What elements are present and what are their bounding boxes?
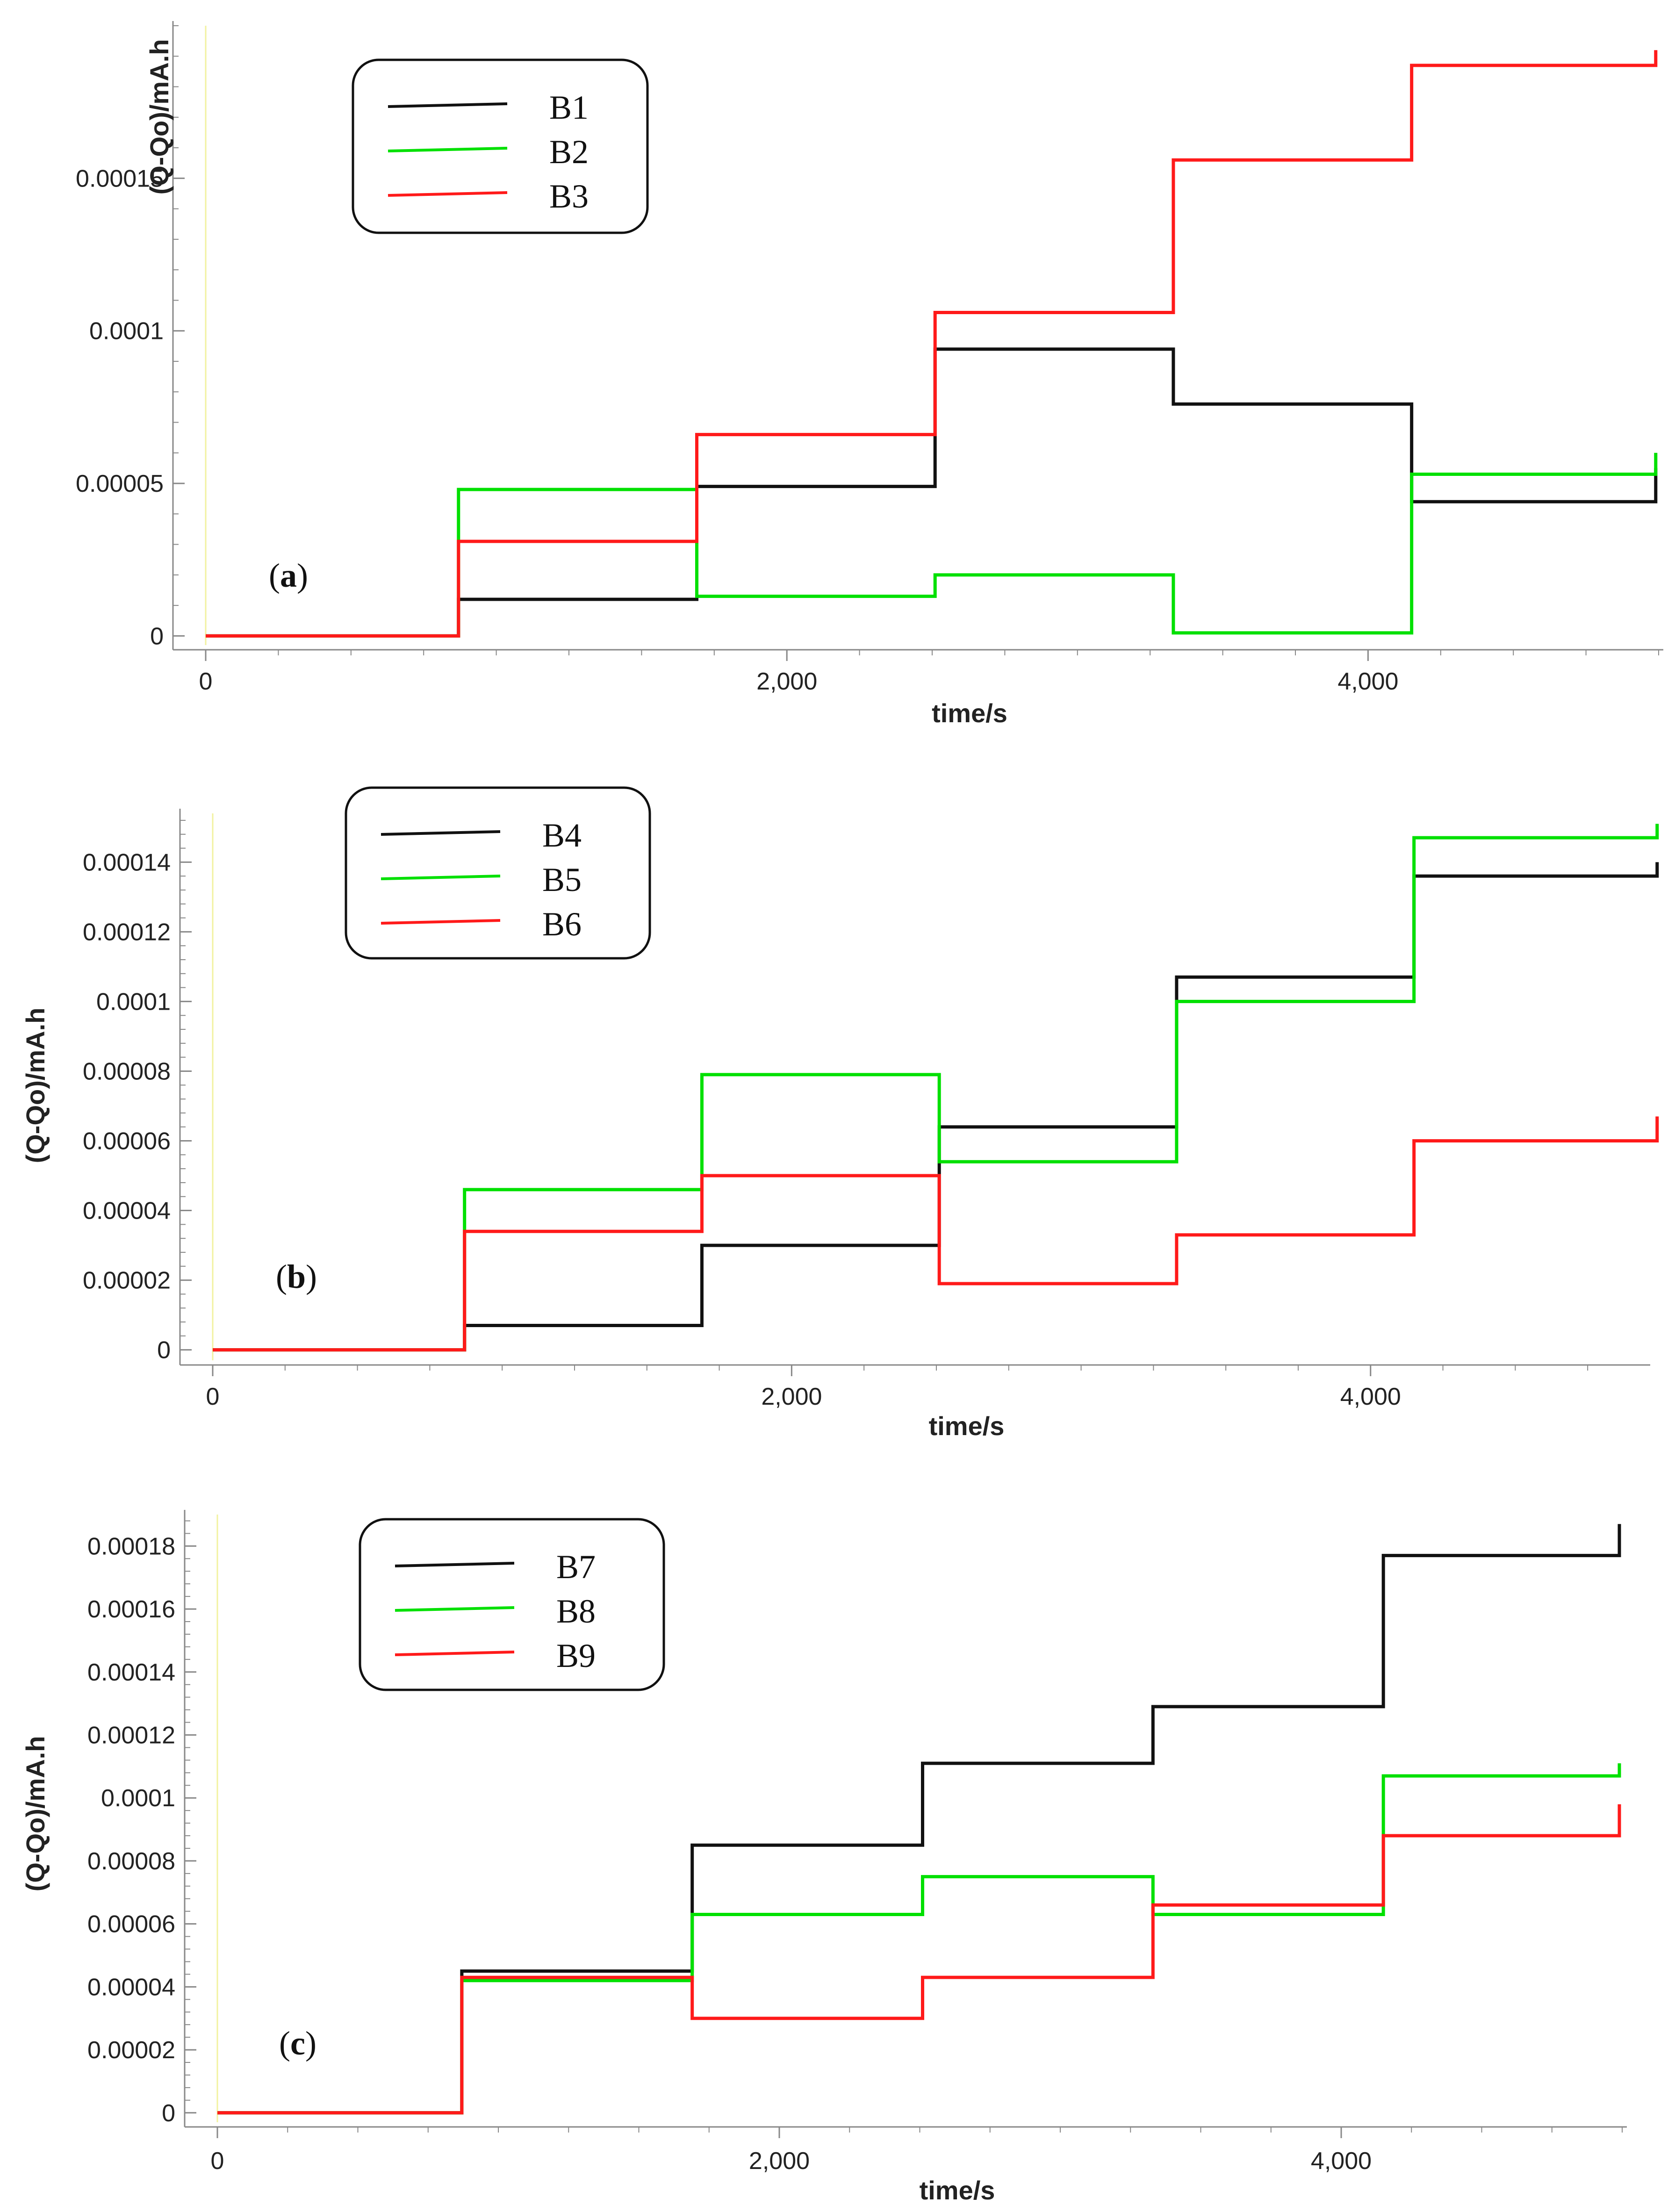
y-tick-label: 0.00014 — [87, 1659, 175, 1686]
y-tick-label: 0.0001 — [96, 988, 171, 1015]
legend-label-B4: B4 — [542, 817, 582, 854]
x-tick-label: 2,000 — [761, 1383, 822, 1410]
y-tick-label: 0.00008 — [87, 1848, 175, 1875]
chart-panel-b: 0 0.00002 0.00004 0.00006 0.00008 0.0001 0.000… — [21, 786, 1659, 1441]
x-axis-title: time/s — [932, 698, 1007, 728]
legend: B4 B5 B6 — [345, 786, 651, 960]
legend-swatch-B1 — [388, 102, 508, 108]
y-tick-label: 0 — [157, 1337, 171, 1364]
x-axis-title: time/s — [929, 1411, 1005, 1441]
legend: B7 B8 B9 — [359, 1518, 665, 1691]
panel-label: (c) — [279, 2025, 316, 2062]
y-tick-label: 0.00012 — [87, 1722, 175, 1749]
x-tick-label: 4,000 — [1311, 2147, 1372, 2175]
y-tick-label: 0.00004 — [87, 1974, 175, 2001]
y-tick-label: 0 — [150, 623, 164, 650]
chart-panel-c: 0 0.00002 0.00004 0.00006 0.00008 0.0001 0.000… — [21, 1510, 1627, 2205]
legend-swatch-B7 — [395, 1562, 515, 1567]
y-axis-title: (Q-Qo)/mA.h — [21, 1736, 50, 1892]
series-line-B7 — [217, 1524, 1621, 2115]
y-tick-label: 0.0001 — [89, 318, 164, 345]
legend-box — [345, 786, 651, 960]
legend-swatch-B4 — [381, 830, 501, 836]
legend-label-B1: B1 — [549, 89, 589, 126]
panel-label: (a) — [269, 557, 308, 594]
y-axis-title: (Q-Qo)/mA.h — [144, 39, 174, 195]
y-tick-label: 0.00006 — [87, 1911, 175, 1938]
y-tick-label: 0.00002 — [87, 2037, 175, 2064]
y-tick-label: 0.00005 — [76, 470, 164, 497]
y-tick-label: 0.00006 — [83, 1128, 171, 1155]
x-tick-label: 4,000 — [1340, 1383, 1401, 1410]
y-tick-label: 0 — [162, 2100, 175, 2127]
legend-box — [352, 58, 649, 234]
legend-label-B9: B9 — [556, 1637, 596, 1674]
x-axis-title: time/s — [920, 2176, 995, 2205]
legend-label-B8: B8 — [556, 1593, 596, 1630]
series-line-B5 — [213, 824, 1659, 1352]
legend-swatch-B5 — [381, 875, 501, 880]
x-tick-label: 0 — [211, 2147, 224, 2175]
x-tick-label: 2,000 — [756, 668, 817, 695]
x-tick-label: 0 — [199, 668, 213, 695]
x-tick-label: 0 — [206, 1383, 220, 1410]
y-axis-title: (Q-Qo)/mA.h — [21, 1008, 50, 1163]
legend-label-B6: B6 — [542, 905, 582, 943]
series-line-B6 — [213, 1116, 1659, 1352]
chart-panel-a: 0 0.00005 0.0001 0.00015 0 2,000 4,000 time/s (Q… — [76, 21, 1663, 728]
y-tick-label: 0.00004 — [83, 1198, 171, 1225]
series-line-B8 — [217, 1763, 1621, 2115]
y-tick-label: 0.00016 — [87, 1596, 175, 1623]
legend: B1 B2 B3 — [352, 58, 649, 234]
legend-label-B7: B7 — [556, 1548, 596, 1586]
y-tick-label: 0.00008 — [83, 1058, 171, 1085]
y-tick-label: 0.00015 — [76, 165, 164, 192]
x-tick-label: 4,000 — [1337, 668, 1398, 695]
legend-swatch-B6 — [381, 919, 501, 925]
legend-swatch-B9 — [395, 1651, 515, 1656]
y-tick-label: 0.00018 — [87, 1533, 175, 1560]
legend-label-B3: B3 — [549, 178, 589, 215]
series-line-B2 — [206, 452, 1658, 638]
y-tick-label: 0.00012 — [83, 919, 171, 946]
legend-label-B2: B2 — [549, 133, 589, 171]
series-line-B3 — [206, 50, 1658, 638]
y-tick-label: 0.00002 — [83, 1267, 171, 1294]
legend-label-B5: B5 — [542, 861, 582, 898]
panel-label: (b) — [276, 1258, 317, 1295]
legend-swatch-B3 — [388, 191, 508, 197]
legend-box — [359, 1518, 665, 1691]
y-tick-label: 0.00014 — [83, 849, 171, 876]
legend-swatch-B2 — [388, 147, 508, 152]
x-tick-label: 2,000 — [749, 2147, 810, 2175]
series-line-B1 — [206, 347, 1658, 638]
series-line-B9 — [217, 1804, 1621, 2115]
y-tick-label: 0.0001 — [101, 1785, 175, 1812]
legend-swatch-B8 — [395, 1606, 515, 1612]
